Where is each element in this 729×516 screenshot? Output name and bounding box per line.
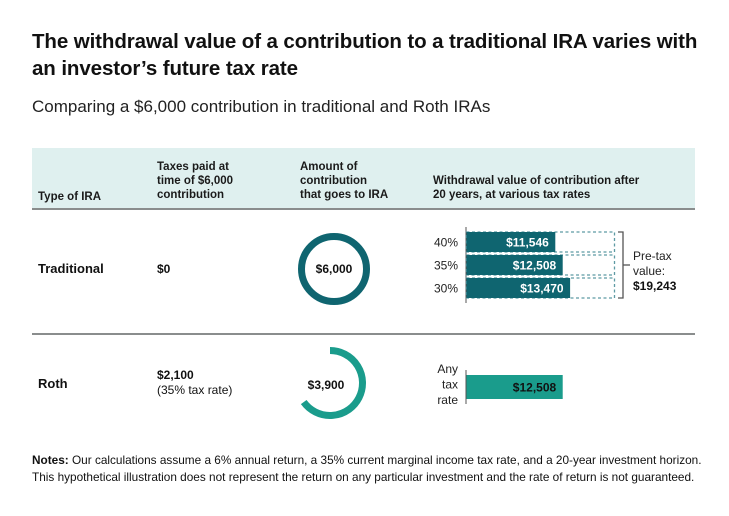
donut-roth-arc (300, 347, 366, 419)
pretax-value: $19,243 (633, 279, 677, 293)
withdrawal-bar (466, 375, 563, 399)
header-line: Amount of (300, 161, 358, 173)
chart-subtitle: Comparing a $6,000 contribution in tradi… (32, 97, 491, 116)
chart-title: The withdrawal value of a contribution t… (32, 30, 698, 80)
taxes-paid-value: $2,100 (157, 368, 194, 382)
header-line: Taxes paid at (157, 161, 230, 173)
donut-roth: $3,900 (300, 347, 366, 419)
header-taxes-paid: Taxes paid at time of $6,000 contributio… (157, 160, 233, 202)
bar-category-label: Any (437, 362, 458, 376)
bar-category-label: 30% (434, 282, 458, 296)
row-type-traditional: Traditional (38, 261, 104, 276)
row-taxes-roth: $2,100 (35% tax rate) (157, 368, 232, 398)
header-line: that goes to IRA (300, 189, 389, 201)
header-line: time of $6,000 (157, 175, 234, 187)
notes: Notes: Our calculations assume a 6% annu… (32, 452, 712, 486)
bar-value-label: $13,470 (520, 282, 564, 296)
taxes-paid-value: $0 (157, 262, 171, 276)
header-line: contribution (157, 189, 225, 201)
donut-traditional-label: $6,000 (316, 262, 353, 276)
pretax-label: Pre-tax (633, 249, 672, 263)
bar-category-label: 40% (434, 236, 458, 250)
traditional-bar-chart: $11,546 40% $12,508 35% $13,470 30% Pre-taxval… (434, 227, 677, 303)
withdrawal-bar (466, 255, 563, 275)
pretax-label: value: (633, 264, 665, 278)
bar-value-label: $12,508 (513, 381, 557, 395)
donut-traditional-ring (298, 233, 370, 305)
bar-category-label: tax (442, 378, 458, 392)
table-header-band (32, 148, 695, 210)
donut-traditional: $6,000 (298, 233, 370, 305)
notes-text: Our calculations assume a 6% annual retu… (32, 453, 702, 484)
header-line: contribution (300, 175, 368, 187)
header-line: Withdrawal value of contribution after (433, 175, 640, 187)
header-type-of-ira: Type of IRA (38, 190, 101, 204)
donut-roth-label: $3,900 (308, 378, 345, 392)
header-withdrawal-value: Withdrawal value of contribution after 2… (433, 174, 639, 202)
header-line: Type of IRA (38, 191, 102, 203)
row-divider (32, 333, 695, 335)
row-taxes-traditional: $0 (157, 262, 170, 277)
row-type-roth: Roth (38, 376, 68, 391)
bar-value-label: $12,508 (513, 259, 557, 273)
bar-category-label: rate (437, 393, 458, 407)
bar-category-label: 35% (434, 259, 458, 273)
withdrawal-bar (466, 278, 571, 298)
header-line: 20 years, at various tax rates (433, 189, 591, 201)
pretax-bracket (618, 231, 624, 299)
notes-label: Notes: (32, 453, 69, 467)
bar-value-label: $11,546 (506, 236, 549, 250)
header-amount-to-ira: Amount of contribution that goes to IRA (300, 160, 388, 202)
withdrawal-bar (466, 232, 556, 252)
taxes-paid-note: (35% tax rate) (157, 383, 233, 397)
